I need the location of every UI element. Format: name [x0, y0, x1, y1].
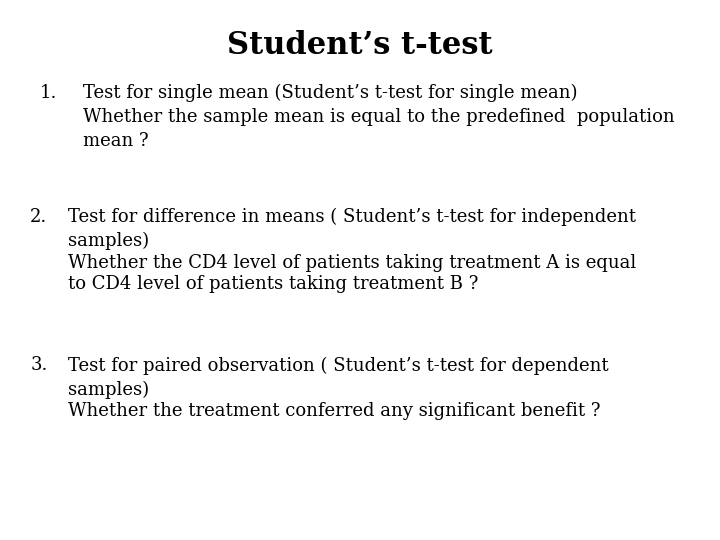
Text: to CD4 level of patients taking treatment B ?: to CD4 level of patients taking treatmen… [68, 275, 479, 293]
Text: 2.: 2. [30, 208, 48, 226]
Text: Whether the treatment conferred any significant benefit ?: Whether the treatment conferred any sign… [68, 402, 601, 420]
Text: Whether the CD4 level of patients taking treatment A is equal: Whether the CD4 level of patients taking… [68, 254, 636, 272]
Text: mean ?: mean ? [83, 132, 148, 150]
Text: Whether the sample mean is equal to the predefined  population: Whether the sample mean is equal to the … [83, 108, 675, 126]
Text: samples): samples) [68, 381, 150, 399]
Text: Test for difference in means ( Student’s t-test for independent: Test for difference in means ( Student’s… [68, 208, 636, 226]
Text: Test for single mean (Student’s t-test for single mean): Test for single mean (Student’s t-test f… [83, 84, 577, 102]
Text: samples): samples) [68, 232, 150, 251]
Text: 1.: 1. [40, 84, 57, 102]
Text: 3.: 3. [30, 356, 48, 374]
Text: Test for paired observation ( Student’s t-test for dependent: Test for paired observation ( Student’s … [68, 356, 609, 375]
Text: Student’s t-test: Student’s t-test [228, 30, 492, 60]
